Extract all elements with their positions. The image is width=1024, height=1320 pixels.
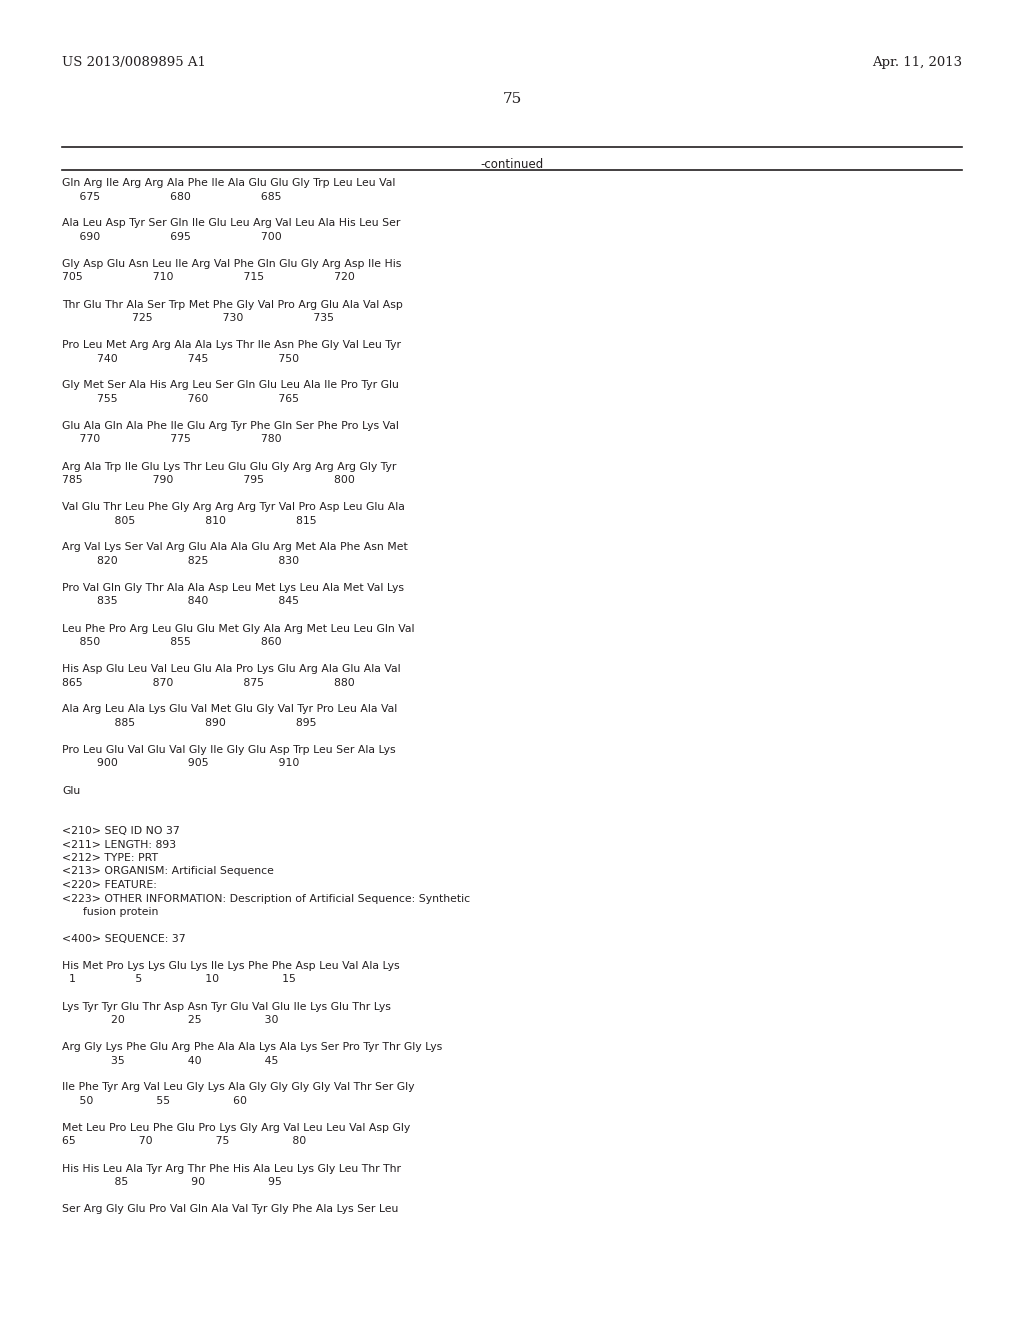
Text: 20                  25                  30: 20 25 30 [62,1015,279,1026]
Text: 785                    790                    795                    800: 785 790 795 800 [62,475,355,484]
Text: 75: 75 [503,92,521,106]
Text: Ser Arg Gly Glu Pro Val Gln Ala Val Tyr Gly Phe Ala Lys Ser Leu: Ser Arg Gly Glu Pro Val Gln Ala Val Tyr … [62,1204,398,1214]
Text: Arg Gly Lys Phe Glu Arg Phe Ala Ala Lys Ala Lys Ser Pro Tyr Thr Gly Lys: Arg Gly Lys Phe Glu Arg Phe Ala Ala Lys … [62,1041,442,1052]
Text: His His Leu Ala Tyr Arg Thr Phe His Ala Leu Lys Gly Leu Thr Thr: His His Leu Ala Tyr Arg Thr Phe His Ala … [62,1163,401,1173]
Text: His Met Pro Lys Lys Glu Lys Ile Lys Phe Phe Asp Leu Val Ala Lys: His Met Pro Lys Lys Glu Lys Ile Lys Phe … [62,961,399,972]
Text: 900                    905                    910: 900 905 910 [62,759,299,768]
Text: Gln Arg Ile Arg Arg Ala Phe Ile Ala Glu Glu Gly Trp Leu Leu Val: Gln Arg Ile Arg Arg Ala Phe Ile Ala Glu … [62,178,395,187]
Text: Gly Asp Glu Asn Leu Ile Arg Val Phe Gln Glu Gly Arg Asp Ile His: Gly Asp Glu Asn Leu Ile Arg Val Phe Gln … [62,259,401,269]
Text: 65                  70                  75                  80: 65 70 75 80 [62,1137,306,1147]
Text: 850                    855                    860: 850 855 860 [62,638,282,647]
Text: His Asp Glu Leu Val Leu Glu Ala Pro Lys Glu Arg Ala Glu Ala Val: His Asp Glu Leu Val Leu Glu Ala Pro Lys … [62,664,400,675]
Text: 835                    840                    845: 835 840 845 [62,597,299,606]
Text: Ala Arg Leu Ala Lys Glu Val Met Glu Gly Val Tyr Pro Leu Ala Val: Ala Arg Leu Ala Lys Glu Val Met Glu Gly … [62,705,397,714]
Text: Pro Val Gln Gly Thr Ala Ala Asp Leu Met Lys Leu Ala Met Val Lys: Pro Val Gln Gly Thr Ala Ala Asp Leu Met … [62,583,404,593]
Text: Met Leu Pro Leu Phe Glu Pro Lys Gly Arg Val Leu Leu Val Asp Gly: Met Leu Pro Leu Phe Glu Pro Lys Gly Arg … [62,1123,411,1133]
Text: <400> SEQUENCE: 37: <400> SEQUENCE: 37 [62,935,185,944]
Text: Arg Ala Trp Ile Glu Lys Thr Leu Glu Glu Gly Arg Arg Arg Gly Tyr: Arg Ala Trp Ile Glu Lys Thr Leu Glu Glu … [62,462,396,471]
Text: <212> TYPE: PRT: <212> TYPE: PRT [62,853,158,863]
Text: Ala Leu Asp Tyr Ser Gln Ile Glu Leu Arg Val Leu Ala His Leu Ser: Ala Leu Asp Tyr Ser Gln Ile Glu Leu Arg … [62,219,400,228]
Text: Pro Leu Met Arg Arg Ala Ala Lys Thr Ile Asn Phe Gly Val Leu Tyr: Pro Leu Met Arg Arg Ala Ala Lys Thr Ile … [62,341,401,350]
Text: 690                    695                    700: 690 695 700 [62,232,282,242]
Text: US 2013/0089895 A1: US 2013/0089895 A1 [62,55,206,69]
Text: Ile Phe Tyr Arg Val Leu Gly Lys Ala Gly Gly Gly Gly Val Thr Ser Gly: Ile Phe Tyr Arg Val Leu Gly Lys Ala Gly … [62,1082,415,1093]
Text: <220> FEATURE:: <220> FEATURE: [62,880,157,890]
Text: 770                    775                    780: 770 775 780 [62,434,282,445]
Text: 705                    710                    715                    720: 705 710 715 720 [62,272,355,282]
Text: 740                    745                    750: 740 745 750 [62,354,299,363]
Text: -continued: -continued [480,158,544,172]
Text: Arg Val Lys Ser Val Arg Glu Ala Ala Glu Arg Met Ala Phe Asn Met: Arg Val Lys Ser Val Arg Glu Ala Ala Glu … [62,543,408,553]
Text: Glu: Glu [62,785,80,796]
Text: 865                    870                    875                    880: 865 870 875 880 [62,677,354,688]
Text: Gly Met Ser Ala His Arg Leu Ser Gln Glu Leu Ala Ile Pro Tyr Glu: Gly Met Ser Ala His Arg Leu Ser Gln Glu … [62,380,399,391]
Text: <210> SEQ ID NO 37: <210> SEQ ID NO 37 [62,826,180,836]
Text: Leu Phe Pro Arg Leu Glu Glu Met Gly Ala Arg Met Leu Leu Gln Val: Leu Phe Pro Arg Leu Glu Glu Met Gly Ala … [62,623,415,634]
Text: Apr. 11, 2013: Apr. 11, 2013 [871,55,962,69]
Text: <223> OTHER INFORMATION: Description of Artificial Sequence: Synthetic: <223> OTHER INFORMATION: Description of … [62,894,470,903]
Text: 805                    810                    815: 805 810 815 [62,516,316,525]
Text: 85                  90                  95: 85 90 95 [62,1177,282,1187]
Text: Thr Glu Thr Ala Ser Trp Met Phe Gly Val Pro Arg Glu Ala Val Asp: Thr Glu Thr Ala Ser Trp Met Phe Gly Val … [62,300,402,309]
Text: 725                    730                    735: 725 730 735 [62,313,334,323]
Text: 755                    760                    765: 755 760 765 [62,393,299,404]
Text: 35                  40                  45: 35 40 45 [62,1056,279,1065]
Text: 820                    825                    830: 820 825 830 [62,556,299,566]
Text: Glu Ala Gln Ala Phe Ile Glu Arg Tyr Phe Gln Ser Phe Pro Lys Val: Glu Ala Gln Ala Phe Ile Glu Arg Tyr Phe … [62,421,399,432]
Text: fusion protein: fusion protein [62,907,159,917]
Text: <213> ORGANISM: Artificial Sequence: <213> ORGANISM: Artificial Sequence [62,866,273,876]
Text: 675                    680                    685: 675 680 685 [62,191,282,202]
Text: 885                    890                    895: 885 890 895 [62,718,316,729]
Text: Lys Tyr Tyr Glu Thr Asp Asn Tyr Glu Val Glu Ile Lys Glu Thr Lys: Lys Tyr Tyr Glu Thr Asp Asn Tyr Glu Val … [62,1002,391,1011]
Text: <211> LENGTH: 893: <211> LENGTH: 893 [62,840,176,850]
Text: 1                 5                  10                  15: 1 5 10 15 [62,974,296,985]
Text: Pro Leu Glu Val Glu Val Gly Ile Gly Glu Asp Trp Leu Ser Ala Lys: Pro Leu Glu Val Glu Val Gly Ile Gly Glu … [62,744,395,755]
Text: Val Glu Thr Leu Phe Gly Arg Arg Arg Tyr Val Pro Asp Leu Glu Ala: Val Glu Thr Leu Phe Gly Arg Arg Arg Tyr … [62,502,404,512]
Text: 50                  55                  60: 50 55 60 [62,1096,247,1106]
